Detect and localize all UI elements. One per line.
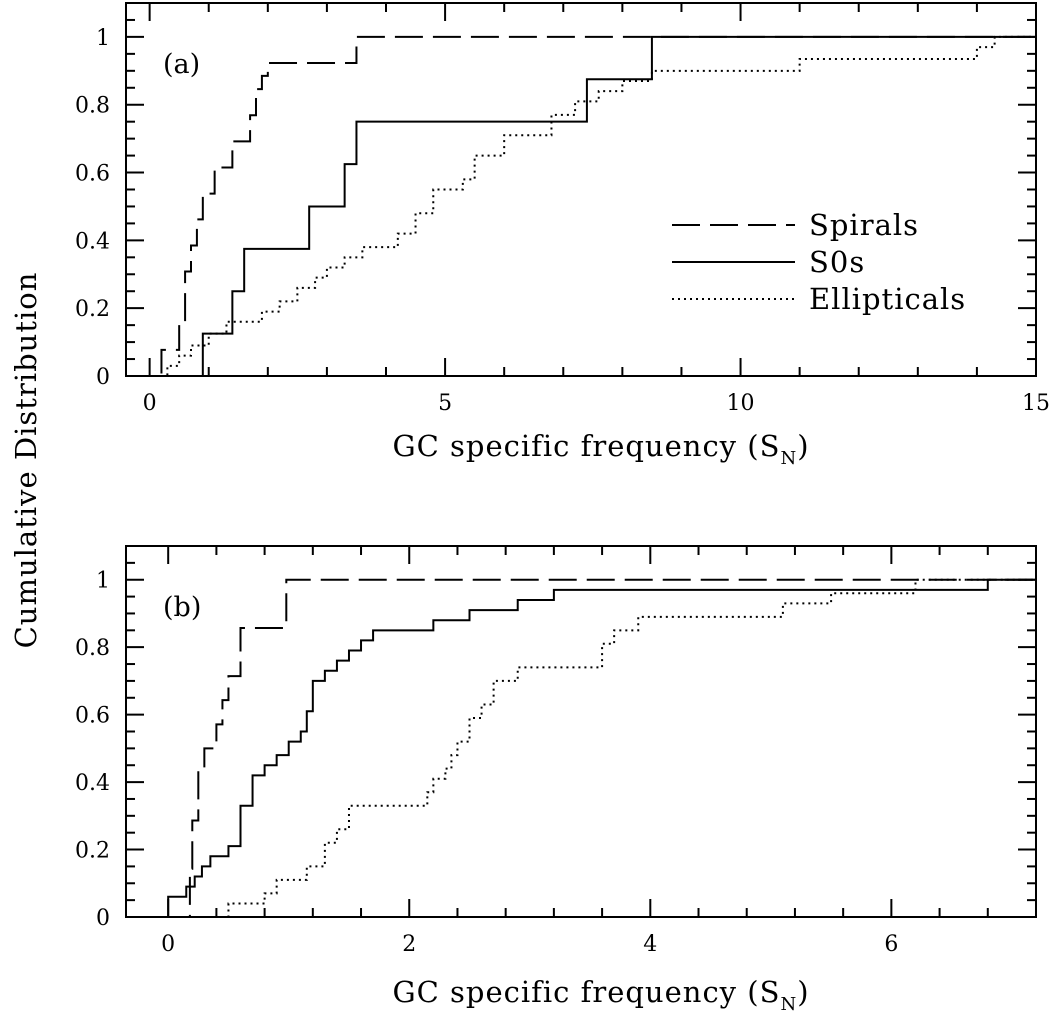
legend-label-s0s: S0s: [809, 245, 865, 279]
y-tick-label: 0.8: [75, 636, 110, 661]
y-tick-label: 1: [96, 26, 110, 51]
x-tick-label: 4: [643, 932, 657, 957]
y-tick-label: 0.4: [75, 771, 110, 796]
x-tick-label: 6: [884, 932, 898, 957]
y-tick-label: 0.6: [75, 704, 110, 729]
legend-label-ellipticals: Ellipticals: [809, 282, 966, 316]
y-tick-label: 0.4: [75, 229, 110, 254]
x-tick-label: 0: [143, 391, 157, 416]
x-tick-label: 10: [727, 391, 755, 416]
y-tick-label: 0.6: [75, 162, 110, 187]
legend-label-spirals: Spirals: [809, 208, 919, 242]
series-line-spirals: [126, 578, 1036, 917]
x-axis-label: GC specific frequency (SN): [392, 429, 809, 469]
x-tick-label: 15: [1022, 391, 1050, 416]
y-axis-label: Cumulative Distribution: [9, 272, 43, 649]
series-line-spirals: [126, 35, 1036, 376]
series-line-s0s: [126, 35, 1036, 376]
x-tick-label: 5: [438, 391, 452, 416]
plot-frame: [125, 2, 1037, 377]
y-tick-label: 0.2: [75, 839, 110, 864]
y-tick-label: 0.8: [75, 94, 110, 119]
y-tick-label: 0: [96, 906, 110, 931]
series-line-ellipticals: [126, 578, 1036, 917]
y-tick-label: 1: [96, 569, 110, 594]
series-line-s0s: [126, 578, 1036, 917]
y-tick-label: 0: [96, 365, 110, 390]
panel-a: 0 5 10 15 0 0.2 0.4 0.6 0.8 1 GC specific frequenc…: [75, 2, 1050, 469]
y-tick-label: 0.2: [75, 297, 110, 322]
x-tick-label: 0: [161, 932, 175, 957]
panel-b: 0 2 4 6 0 0.2 0.4 0.6 0.8 1 GC specific frequency …: [75, 545, 1037, 1015]
panel-label: (b): [163, 592, 201, 623]
plot-frame: [125, 545, 1037, 918]
x-tick-label: 2: [402, 932, 416, 957]
x-axis-label: GC specific frequency (SN): [392, 975, 809, 1015]
panel-label: (a): [163, 49, 200, 80]
